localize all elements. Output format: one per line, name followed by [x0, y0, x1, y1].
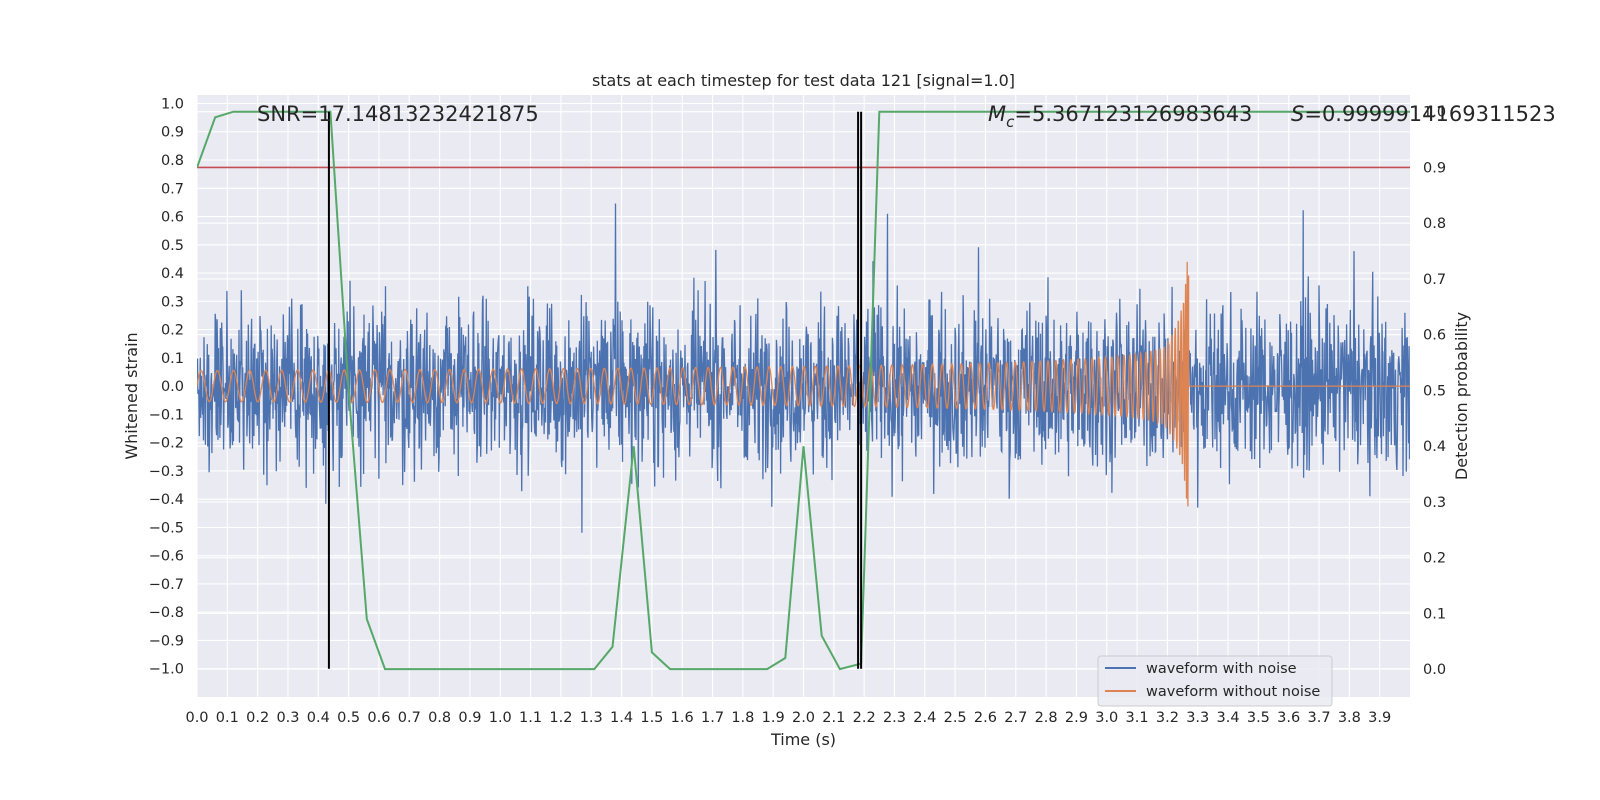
x-tick-label: 3.6: [1277, 710, 1300, 726]
y-tick-label: −0.9: [149, 633, 184, 649]
x-tick-label: 0.1: [216, 710, 239, 726]
y2-tick-label: 0.9: [1423, 160, 1446, 176]
x-tick-label: 2.7: [1004, 710, 1027, 726]
x-tick-label: 3.0: [1095, 710, 1118, 726]
x-tick-label: 0.5: [337, 710, 360, 726]
x-tick-label: 1.0: [489, 710, 512, 726]
x-tick-label: 3.5: [1247, 710, 1270, 726]
chirp-mass-symbol: M: [988, 102, 1006, 126]
y-tick-label: 0.3: [161, 294, 184, 310]
x-tick-label: 0.4: [307, 710, 330, 726]
x-tick-label: 0.8: [428, 710, 451, 726]
x-tick-label: 2.0: [792, 710, 815, 726]
x-tick-label: 2.8: [1035, 710, 1058, 726]
overlay-layer: [197, 110, 1410, 671]
y-tick-label: 0.4: [161, 266, 184, 282]
detection-probability-line: [197, 110, 1410, 671]
x-tick-label: 1.5: [640, 710, 663, 726]
x-tick-label: 1.9: [762, 710, 785, 726]
y2-tick-label: 1.0: [1423, 105, 1446, 121]
y2-tick-label: 0.7: [1423, 272, 1446, 288]
x-tick-label: 3.8: [1338, 710, 1361, 726]
x-tick-label: 3.3: [1186, 710, 1209, 726]
y-tick-label: −0.2: [149, 436, 184, 452]
x-tick-label: 1.2: [549, 710, 572, 726]
x-tick-label: 2.6: [974, 710, 997, 726]
y-tick-label: −0.4: [149, 492, 184, 508]
y-tick-label: 0.5: [161, 238, 184, 254]
x-tick-label: 0.7: [398, 710, 421, 726]
y2-axis-label: Detection probability: [1452, 312, 1471, 480]
y-tick-label: −1.0: [149, 662, 184, 678]
x-tick-label: 2.9: [1065, 710, 1088, 726]
clean-waveform-line: [197, 261, 1410, 507]
chirp-mass-value: =5.367123126983643: [1014, 102, 1252, 126]
x-tick-label: 1.1: [519, 710, 542, 726]
legend: waveform with noise waveform without noi…: [1097, 655, 1333, 707]
x-tick-label: 3.1: [1126, 710, 1149, 726]
x-tick-label: 0.2: [246, 710, 269, 726]
y-tick-label: 0.1: [161, 351, 184, 367]
chart-title: stats at each timestep for test data 121…: [592, 71, 1015, 90]
y-tick-label: −0.5: [149, 520, 184, 536]
x-tick-label: 2.2: [853, 710, 876, 726]
tick-labels: 0.0 0.1 0.2 0.3 0.4 0.5 0.6 0.7 0.8 0.9 1.0 1.1 1.2 1…: [149, 96, 1446, 726]
y-tick-label: 1.0: [161, 96, 184, 112]
chirp-mass-subscript: c: [1006, 113, 1015, 131]
y2-tick-label: 0.3: [1423, 495, 1446, 511]
legend-label-clean: waveform without noise: [1146, 684, 1320, 700]
legend-box: [1097, 655, 1333, 707]
x-tick-label: 3.2: [1156, 710, 1179, 726]
y2-tick-label: 0.1: [1423, 606, 1446, 622]
y2-tick-label: 0.8: [1423, 216, 1446, 232]
y-axis-label: Whitened strain: [122, 332, 141, 459]
x-tick-label: 2.4: [913, 710, 936, 726]
chirp-mass-annotation: Mc=5.367123126983643: [988, 102, 1252, 131]
x-tick-label: 1.6: [671, 710, 694, 726]
y-tick-label: 0.0: [161, 379, 184, 395]
y-tick-label: −0.6: [149, 549, 184, 565]
x-tick-label: 1.7: [701, 710, 724, 726]
y-tick-label: 0.6: [161, 210, 184, 226]
y-tick-label: −0.8: [149, 605, 184, 621]
y2-tick-label: 0.6: [1423, 328, 1446, 344]
x-tick-label: 0.3: [276, 710, 299, 726]
x-tick-label: 2.1: [822, 710, 845, 726]
x-tick-label: 2.3: [883, 710, 906, 726]
y-tick-label: −0.1: [149, 407, 184, 423]
score-value: =0.9999914169311523: [1304, 102, 1555, 126]
x-tick-label: 1.3: [580, 710, 603, 726]
x-tick-label: 3.7: [1307, 710, 1330, 726]
y2-tick-label: 0.5: [1423, 383, 1446, 399]
y2-tick-label: 0.4: [1423, 439, 1446, 455]
x-tick-label: 1.8: [731, 710, 754, 726]
y-tick-label: −0.3: [149, 464, 184, 480]
y-tick-label: 0.9: [161, 125, 184, 141]
x-axis-label: Time (s): [770, 730, 836, 749]
y2-tick-label: 0.0: [1423, 662, 1446, 678]
score-annotation: S=0.9999914169311523: [1291, 102, 1556, 126]
x-tick-label: 0.0: [185, 710, 208, 726]
y-tick-label: 0.2: [161, 323, 184, 339]
x-tick-label: 1.4: [610, 710, 633, 726]
y2-tick-label: 0.2: [1423, 551, 1446, 567]
x-tick-label: 3.9: [1368, 710, 1391, 726]
score-symbol: S: [1291, 102, 1304, 126]
x-tick-label: 0.9: [458, 710, 481, 726]
x-tick-label: 0.6: [367, 710, 390, 726]
x-tick-label: 3.4: [1217, 710, 1240, 726]
x-tick-label: 2.5: [944, 710, 967, 726]
legend-label-noisy: waveform with noise: [1146, 661, 1297, 677]
y-tick-label: −0.7: [149, 577, 184, 593]
y-tick-label: 0.7: [161, 181, 184, 197]
clean-waveform-layer: [197, 261, 1410, 507]
snr-annotation: SNR=17.14813232421875: [257, 102, 539, 126]
y-tick-label: 0.8: [161, 153, 184, 169]
